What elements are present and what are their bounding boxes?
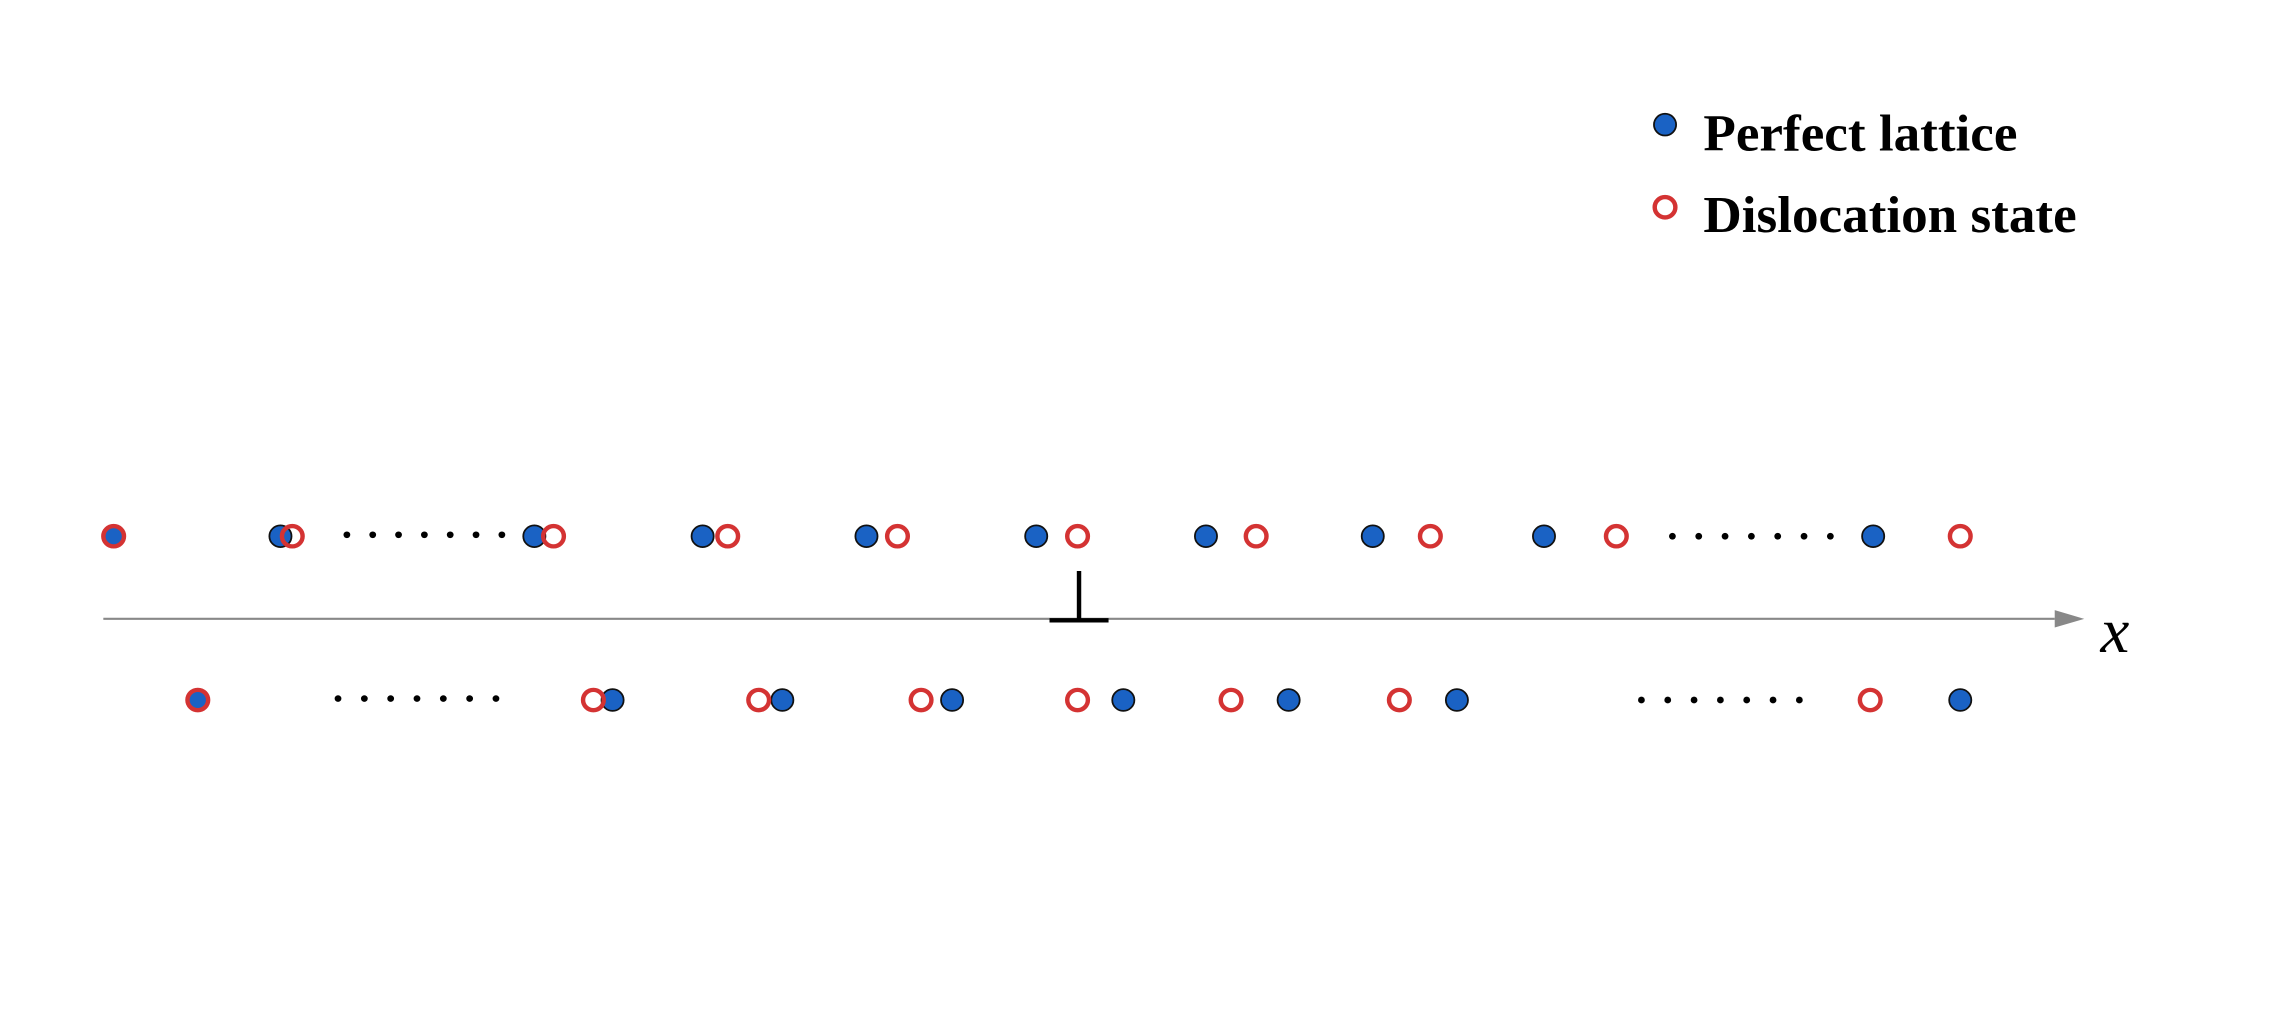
ellipsis-dot bbox=[413, 695, 421, 702]
dislocation-atom bbox=[884, 523, 911, 549]
lattice-atom bbox=[854, 524, 879, 548]
ellipsis-dot bbox=[446, 531, 454, 539]
dislocation-atom bbox=[1218, 687, 1244, 713]
lattice-atom bbox=[690, 524, 715, 548]
ellipsis-dot bbox=[369, 531, 377, 539]
ellipsis-dot bbox=[472, 531, 480, 539]
ellipsis-dot bbox=[498, 531, 506, 539]
dislocation-atom bbox=[1417, 523, 1443, 549]
lattice-atom bbox=[1444, 688, 1469, 712]
dislocation-atom bbox=[715, 523, 741, 549]
lattice-atom bbox=[1532, 524, 1556, 548]
ellipsis-dot bbox=[1795, 696, 1803, 704]
lattice-atom bbox=[1276, 688, 1301, 712]
dislocation-atom bbox=[1065, 687, 1091, 713]
ellipsis-dot bbox=[1769, 696, 1777, 704]
dislocation-atom bbox=[540, 523, 567, 549]
ellipsis-dot bbox=[1743, 696, 1751, 704]
dislocation-atom bbox=[101, 523, 127, 549]
lattice-atom bbox=[1194, 524, 1218, 548]
ellipsis-dot bbox=[1721, 532, 1729, 540]
lattice-atom bbox=[1948, 688, 1973, 712]
dislocation-atom bbox=[1243, 523, 1269, 549]
axis-arrow bbox=[2054, 610, 2085, 628]
dislocation-atom bbox=[279, 523, 305, 549]
ellipsis-dot bbox=[1826, 532, 1834, 540]
ellipsis-dot bbox=[466, 695, 474, 702]
dislocation-atom bbox=[580, 687, 606, 713]
ellipsis-dot bbox=[395, 531, 402, 539]
legend-label: Perfect lattice bbox=[1703, 105, 2017, 162]
ellipsis-dot bbox=[1669, 532, 1676, 540]
ellipsis-dot bbox=[343, 531, 351, 539]
legend-marker bbox=[1653, 112, 1677, 137]
ellipsis-dot bbox=[1747, 532, 1755, 540]
dislocation-atom bbox=[185, 687, 211, 713]
ellipsis-dot bbox=[1800, 532, 1808, 540]
dislocation-atom bbox=[1947, 523, 1973, 549]
dislocation-atom bbox=[1386, 687, 1412, 713]
lattice-atom bbox=[1360, 524, 1385, 548]
lattice-atom bbox=[1024, 524, 1049, 548]
ellipsis-dot bbox=[1774, 532, 1782, 540]
lattice-atom bbox=[770, 688, 795, 712]
ellipsis-dot bbox=[1690, 696, 1698, 704]
ellipsis-dot bbox=[492, 695, 500, 702]
lattice-atom bbox=[1111, 688, 1136, 712]
ellipsis-dot bbox=[1638, 696, 1645, 704]
dislocation-atom bbox=[908, 687, 934, 713]
legend-marker bbox=[1652, 194, 1678, 220]
axis-label: x bbox=[2099, 596, 2129, 666]
ellipsis-dot bbox=[334, 695, 342, 702]
dislocation-atom bbox=[746, 687, 772, 713]
ellipsis-dot bbox=[1716, 696, 1724, 704]
dislocation-atom bbox=[1857, 687, 1883, 713]
ellipsis-dot bbox=[439, 695, 447, 702]
ellipsis-dot bbox=[387, 695, 395, 702]
lattice-atom bbox=[940, 688, 965, 712]
ellipsis-dot bbox=[1695, 532, 1703, 540]
legend-label: Dislocation state bbox=[1703, 186, 2076, 243]
ellipsis-dot bbox=[360, 695, 368, 702]
ellipsis-dot bbox=[420, 531, 428, 539]
dislocation-atom bbox=[1603, 523, 1629, 549]
ellipsis-dot bbox=[1664, 696, 1672, 704]
dislocation-atom bbox=[1065, 523, 1091, 549]
lattice-atom bbox=[1861, 524, 1886, 548]
